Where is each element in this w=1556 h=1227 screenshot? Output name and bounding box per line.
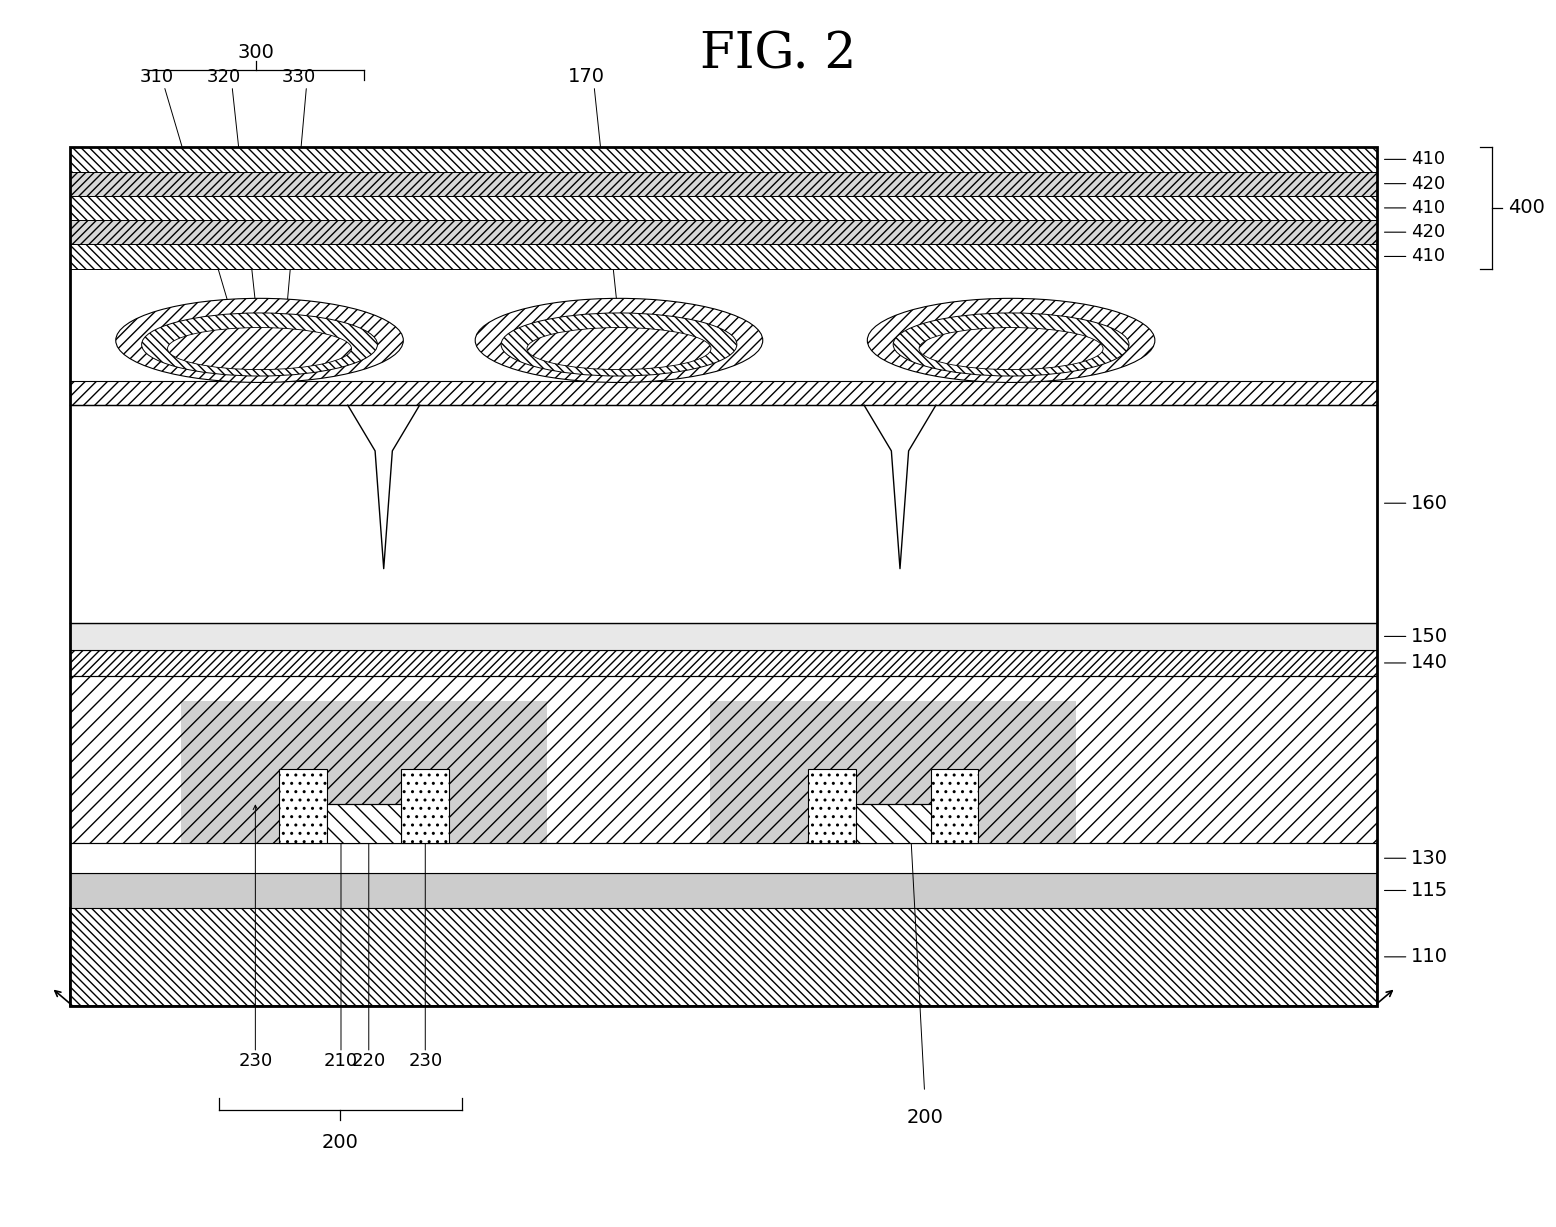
Bar <box>401 768 450 843</box>
Text: FIG. 2: FIG. 2 <box>700 31 856 80</box>
Text: 310: 310 <box>138 67 173 86</box>
Bar <box>70 843 1377 874</box>
Text: 420: 420 <box>1385 223 1446 242</box>
Text: 210: 210 <box>324 1052 358 1070</box>
Text: 220: 220 <box>352 1052 386 1070</box>
Text: 410: 410 <box>1385 248 1446 265</box>
Bar <box>70 220 1377 244</box>
Bar <box>70 269 1377 405</box>
Bar <box>711 702 1077 843</box>
Text: 115: 115 <box>1385 881 1449 899</box>
Text: 300: 300 <box>238 43 275 63</box>
Ellipse shape <box>867 298 1155 383</box>
Text: 140: 140 <box>1385 654 1449 672</box>
Text: 170: 170 <box>568 67 605 86</box>
Polygon shape <box>864 405 937 568</box>
Text: 320: 320 <box>207 67 241 86</box>
Bar <box>70 172 1377 196</box>
Text: 160: 160 <box>1385 493 1449 513</box>
Bar <box>327 804 401 843</box>
Bar <box>70 380 1377 405</box>
Bar <box>70 908 1377 1006</box>
Bar <box>70 196 1377 220</box>
Text: 230: 230 <box>408 1052 442 1070</box>
Bar <box>70 623 1377 649</box>
Bar <box>856 804 930 843</box>
Ellipse shape <box>527 328 711 369</box>
Text: 410: 410 <box>1385 199 1446 217</box>
Ellipse shape <box>168 328 352 369</box>
Bar <box>279 768 327 843</box>
Text: 420: 420 <box>1385 174 1446 193</box>
Polygon shape <box>347 405 420 568</box>
Text: 330: 330 <box>282 67 316 86</box>
Ellipse shape <box>115 298 403 383</box>
Ellipse shape <box>920 328 1103 369</box>
Text: 400: 400 <box>1508 199 1545 217</box>
Bar <box>180 702 548 843</box>
Text: 130: 130 <box>1385 849 1449 867</box>
Bar <box>70 147 1377 172</box>
Bar <box>70 147 1377 1006</box>
Bar <box>809 768 856 843</box>
Text: 150: 150 <box>1385 627 1449 645</box>
Text: 200: 200 <box>322 1133 359 1151</box>
Bar <box>70 405 1377 623</box>
Bar <box>70 676 1377 843</box>
Text: 110: 110 <box>1385 947 1449 967</box>
Text: 410: 410 <box>1385 151 1446 168</box>
Ellipse shape <box>501 313 738 375</box>
Ellipse shape <box>475 298 762 383</box>
Ellipse shape <box>893 313 1130 375</box>
Bar <box>930 768 979 843</box>
Bar <box>70 244 1377 269</box>
Ellipse shape <box>142 313 378 375</box>
Bar <box>70 874 1377 908</box>
Text: 200: 200 <box>906 1108 943 1126</box>
Bar <box>70 649 1377 676</box>
Text: 230: 230 <box>238 1052 272 1070</box>
